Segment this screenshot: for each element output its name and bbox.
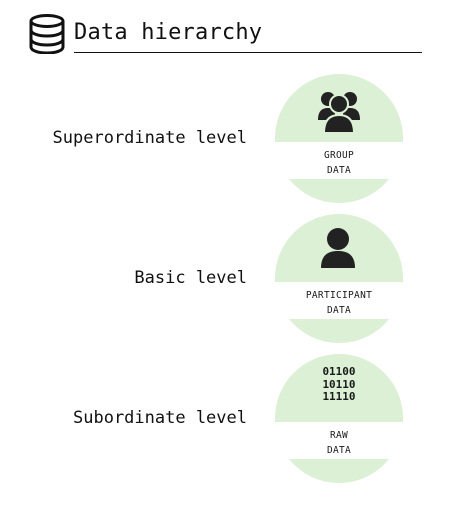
title-underline bbox=[74, 52, 422, 53]
badge-caption: RAW DATA bbox=[275, 428, 403, 458]
caption-line: DATA bbox=[326, 445, 352, 456]
level-label: Basic level bbox=[134, 268, 247, 288]
caption-line: DATA bbox=[326, 165, 352, 176]
badge-caption: PARTICIPANT DATA bbox=[275, 288, 403, 318]
binary-line: 11110 bbox=[322, 390, 356, 403]
caption-line: GROUP bbox=[323, 150, 355, 161]
level-badge: PARTICIPANT DATA bbox=[275, 214, 403, 344]
header: Data hierarchy bbox=[28, 14, 424, 56]
caption-line: RAW bbox=[329, 430, 349, 441]
caption-line: DATA bbox=[326, 305, 352, 316]
badge-disc bbox=[275, 354, 403, 484]
badge-caption: GROUP DATA bbox=[275, 148, 403, 178]
level-row-subordinate: Subordinate level 01100 10110 11110 RAW … bbox=[0, 354, 463, 484]
level-badge: 01100 10110 11110 RAW DATA bbox=[275, 354, 403, 484]
binary-line: 01100 bbox=[322, 365, 356, 378]
page-title: Data hierarchy bbox=[74, 20, 263, 45]
binary-line: 10110 bbox=[322, 377, 356, 391]
level-label: Subordinate level bbox=[73, 408, 247, 428]
binary-icon: 01100 10110 11110 bbox=[275, 365, 403, 404]
caption-line: PARTICIPANT bbox=[305, 290, 373, 301]
level-label: Superordinate level bbox=[52, 128, 247, 148]
group-icon bbox=[318, 92, 360, 134]
level-row-basic: Basic level PARTICIPANT DATA bbox=[0, 214, 463, 344]
level-badge: GROUP DATA bbox=[275, 74, 403, 204]
database-icon bbox=[29, 14, 65, 54]
level-row-superordinate: Superordinate level GROUP DATA bbox=[0, 74, 463, 204]
person-icon bbox=[321, 228, 355, 268]
